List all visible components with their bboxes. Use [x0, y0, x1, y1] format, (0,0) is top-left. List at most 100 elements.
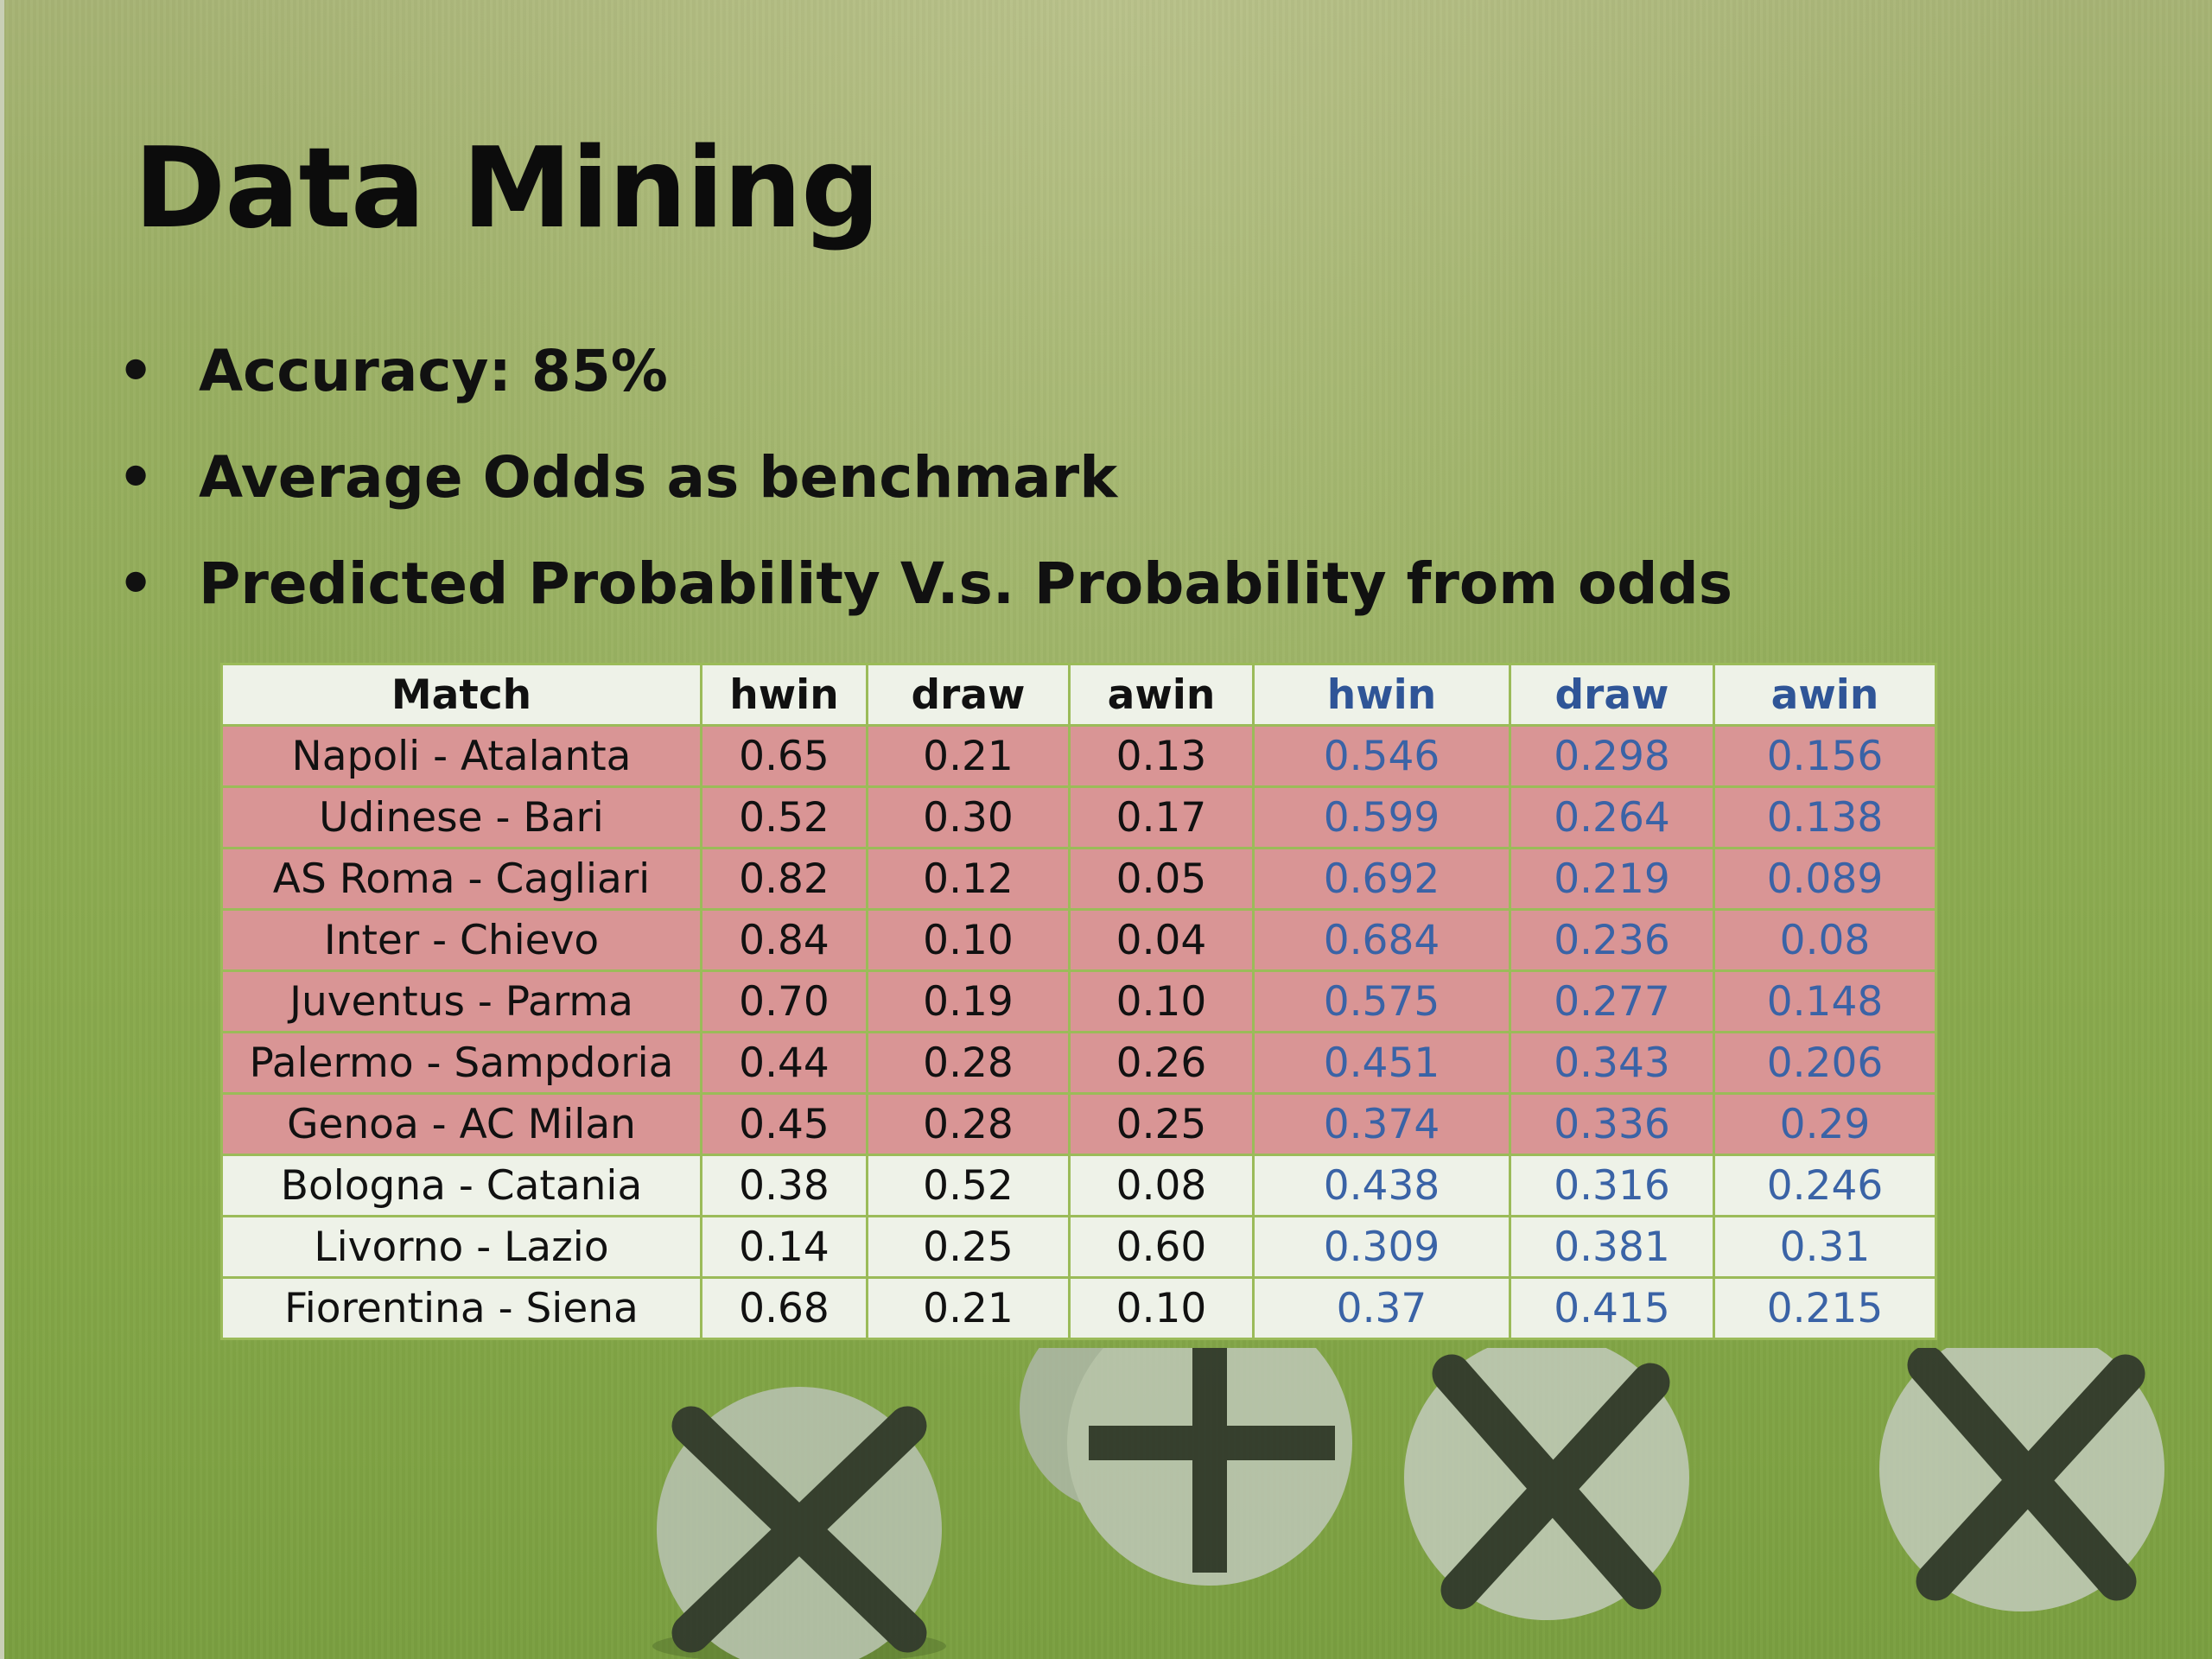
predicted-hwin-cell: 0.14 — [700, 1215, 868, 1279]
odds-draw-cell: 0.336 — [1509, 1092, 1715, 1156]
probability-table: Match hwin draw awin hwin draw awin Napo… — [220, 663, 1937, 1340]
predicted-draw-cell: 0.25 — [866, 1215, 1071, 1279]
header-odds-awin: awin — [1713, 663, 1937, 727]
predicted-awin-cell: 0.04 — [1068, 908, 1255, 972]
odds-draw-cell: 0.277 — [1509, 969, 1715, 1033]
match-cell: Genoa - AC Milan — [220, 1092, 702, 1156]
predicted-awin-cell: 0.08 — [1068, 1154, 1255, 1217]
bullet-item: • Predicted Probability V.s. Probability … — [112, 541, 1732, 647]
match-cell: Inter - Chievo — [220, 908, 702, 972]
predicted-draw-cell: 0.28 — [866, 1031, 1071, 1095]
predicted-hwin-cell: 0.82 — [700, 847, 868, 911]
odds-awin-cell: 0.206 — [1713, 1031, 1937, 1095]
odds-hwin-cell: 0.37 — [1252, 1276, 1511, 1340]
table-row: AS Roma - Cagliari 0.82 0.12 0.05 0.692 0.219… — [220, 847, 1937, 911]
predicted-draw-cell: 0.21 — [866, 724, 1071, 788]
predicted-hwin-cell: 0.44 — [700, 1031, 868, 1095]
table-row: Juventus - Parma 0.70 0.19 0.10 0.575 0.277 0.… — [220, 969, 1937, 1033]
predicted-draw-cell: 0.12 — [866, 847, 1071, 911]
bullet-dot-icon: • — [118, 338, 155, 404]
predicted-awin-cell: 0.17 — [1068, 785, 1255, 849]
odds-hwin-cell: 0.575 — [1252, 969, 1511, 1033]
soccer-ball-icon — [1404, 1348, 1689, 1620]
header-predicted-draw: draw — [866, 663, 1071, 727]
table-row: Genoa - AC Milan 0.45 0.28 0.25 0.374 0.336 0.… — [220, 1092, 1937, 1156]
header-match: Match — [220, 663, 702, 727]
soccer-ball-icon — [652, 1387, 946, 1659]
odds-awin-cell: 0.29 — [1713, 1092, 1937, 1156]
odds-draw-cell: 0.343 — [1509, 1031, 1715, 1095]
predicted-awin-cell: 0.26 — [1068, 1031, 1255, 1095]
predicted-awin-cell: 0.05 — [1068, 847, 1255, 911]
predicted-awin-cell: 0.10 — [1068, 1276, 1255, 1340]
header-predicted-hwin: hwin — [700, 663, 868, 727]
predicted-hwin-cell: 0.65 — [700, 724, 868, 788]
bullet-text: Predicted Probability V.s. Probability f… — [199, 550, 1733, 617]
odds-draw-cell: 0.298 — [1509, 724, 1715, 788]
odds-hwin-cell: 0.684 — [1252, 908, 1511, 972]
bullet-list: • Accuracy: 85% • Average Odds as benchmar… — [112, 328, 1732, 647]
match-cell: Livorno - Lazio — [220, 1215, 702, 1279]
odds-awin-cell: 0.089 — [1713, 847, 1937, 911]
odds-draw-cell: 0.381 — [1509, 1215, 1715, 1279]
bullet-text: Accuracy: 85% — [199, 338, 668, 404]
odds-hwin-cell: 0.374 — [1252, 1092, 1511, 1156]
predicted-hwin-cell: 0.52 — [700, 785, 868, 849]
odds-hwin-cell: 0.692 — [1252, 847, 1511, 911]
odds-hwin-cell: 0.309 — [1252, 1215, 1511, 1279]
match-cell: Fiorentina - Siena — [220, 1276, 702, 1340]
odds-awin-cell: 0.246 — [1713, 1154, 1937, 1217]
odds-draw-cell: 0.415 — [1509, 1276, 1715, 1340]
bullet-dot-icon: • — [118, 550, 155, 617]
odds-awin-cell: 0.138 — [1713, 785, 1937, 849]
odds-hwin-cell: 0.438 — [1252, 1154, 1511, 1217]
odds-draw-cell: 0.236 — [1509, 908, 1715, 972]
header-predicted-awin: awin — [1068, 663, 1255, 727]
match-cell: AS Roma - Cagliari — [220, 847, 702, 911]
predicted-draw-cell: 0.21 — [866, 1276, 1071, 1340]
bullet-item: • Accuracy: 85% — [112, 328, 1732, 435]
header-odds-draw: draw — [1509, 663, 1715, 727]
match-cell: Palermo - Sampdoria — [220, 1031, 702, 1095]
predicted-hwin-cell: 0.84 — [700, 908, 868, 972]
odds-hwin-cell: 0.546 — [1252, 724, 1511, 788]
slide-title: Data Mining — [134, 124, 880, 253]
predicted-awin-cell: 0.60 — [1068, 1215, 1255, 1279]
predicted-awin-cell: 0.10 — [1068, 969, 1255, 1033]
table-row: Fiorentina - Siena 0.68 0.21 0.10 0.37 0.415 0… — [220, 1276, 1937, 1340]
table-row: Livorno - Lazio 0.14 0.25 0.60 0.309 0.381 0.3… — [220, 1215, 1937, 1279]
match-cell: Udinese - Bari — [220, 785, 702, 849]
predicted-awin-cell: 0.25 — [1068, 1092, 1255, 1156]
predicted-hwin-cell: 0.38 — [700, 1154, 868, 1217]
soccer-balls-image — [652, 1348, 2164, 1659]
soccer-ball-icon — [1020, 1348, 1352, 1586]
table-row: Udinese - Bari 0.52 0.30 0.17 0.599 0.264 0.13… — [220, 785, 1937, 849]
odds-hwin-cell: 0.599 — [1252, 785, 1511, 849]
table-row: Bologna - Catania 0.38 0.52 0.08 0.438 0.316 0… — [220, 1154, 1937, 1217]
slide-edge — [0, 0, 4, 1659]
header-odds-hwin: hwin — [1252, 663, 1511, 727]
table-header-row: Match hwin draw awin hwin draw awin — [220, 663, 1937, 727]
predicted-draw-cell: 0.30 — [866, 785, 1071, 849]
odds-awin-cell: 0.148 — [1713, 969, 1937, 1033]
predicted-hwin-cell: 0.68 — [700, 1276, 868, 1340]
table-body: Napoli - Atalanta 0.65 0.21 0.13 0.546 0.298 0… — [220, 724, 1937, 1340]
match-cell: Bologna - Catania — [220, 1154, 702, 1217]
predicted-awin-cell: 0.13 — [1068, 724, 1255, 788]
probability-table-container: Match hwin draw awin hwin draw awin Napo… — [220, 663, 1937, 1340]
match-cell: Napoli - Atalanta — [220, 724, 702, 788]
predicted-draw-cell: 0.10 — [866, 908, 1071, 972]
predicted-hwin-cell: 0.45 — [700, 1092, 868, 1156]
predicted-hwin-cell: 0.70 — [700, 969, 868, 1033]
table-row: Napoli - Atalanta 0.65 0.21 0.13 0.546 0.298 0… — [220, 724, 1937, 788]
bullet-dot-icon: • — [118, 444, 155, 511]
bullet-text: Average Odds as benchmark — [199, 444, 1118, 511]
odds-draw-cell: 0.316 — [1509, 1154, 1715, 1217]
odds-draw-cell: 0.219 — [1509, 847, 1715, 911]
table-row: Palermo - Sampdoria 0.44 0.28 0.26 0.451 0.34… — [220, 1031, 1937, 1095]
odds-draw-cell: 0.264 — [1509, 785, 1715, 849]
match-cell: Juventus - Parma — [220, 969, 702, 1033]
predicted-draw-cell: 0.28 — [866, 1092, 1071, 1156]
soccer-ball-icon — [1879, 1348, 2164, 1611]
